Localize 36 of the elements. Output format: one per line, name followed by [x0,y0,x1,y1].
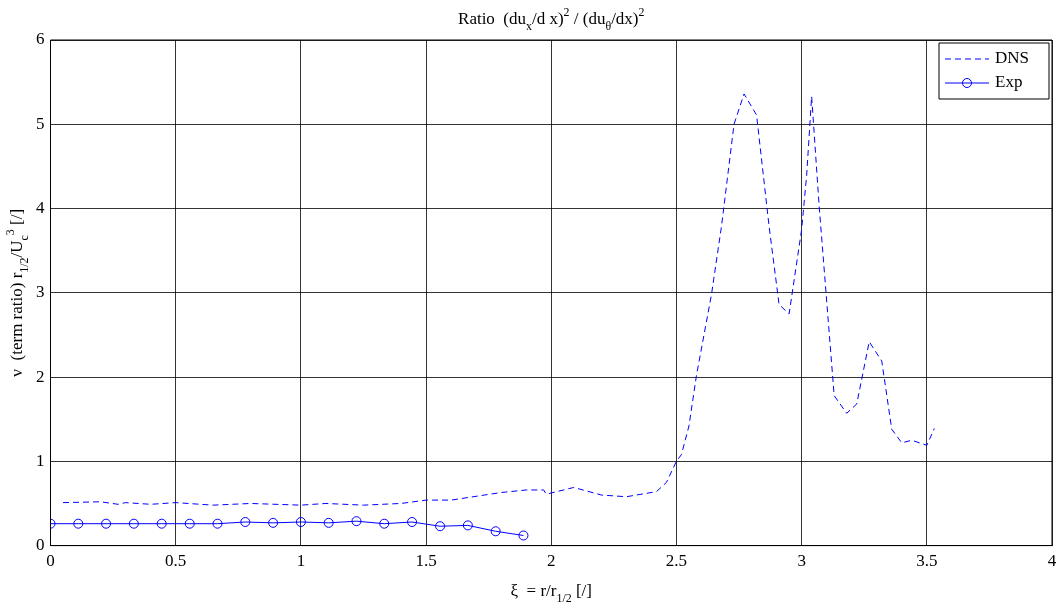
point [101,518,112,529]
line-series [62,93,935,506]
x-tick-label: 2.5 [665,551,688,571]
y-tick-label: 6 [36,29,45,49]
legend-label: DNS [995,48,1030,68]
x-tick-label: 2 [547,551,556,571]
y-tick-label: 1 [36,450,45,470]
point [462,520,473,531]
point [73,518,84,529]
y-axis-title: ν (term ratio) r1/2/Uc3 [/] [3,208,31,377]
point [268,517,279,528]
y-tick-label: 0 [36,535,45,555]
point [435,521,446,532]
y-tick-label: 2 [36,366,45,386]
point [351,516,362,527]
point [295,517,306,528]
x-tick-label: 1.5 [415,551,437,571]
y-tick-label: 3 [36,282,45,302]
x-tick-label: 0.5 [165,551,187,571]
x-tick-label: 3.5 [916,551,938,571]
point [212,518,223,529]
point [184,518,195,529]
point [323,517,334,528]
y-tick-label: 4 [36,198,45,217]
x-tick-label: 3 [797,551,806,571]
y-tick-label: 5 [36,113,45,133]
point [240,517,251,528]
point [407,517,418,528]
x-tick-label: 4 [1047,551,1057,571]
legend-label: Exp [995,72,1023,92]
point [518,530,529,541]
point [128,518,139,529]
point [156,518,167,529]
point [379,518,390,529]
point [490,526,501,537]
x-tick-label: 1 [296,551,306,571]
